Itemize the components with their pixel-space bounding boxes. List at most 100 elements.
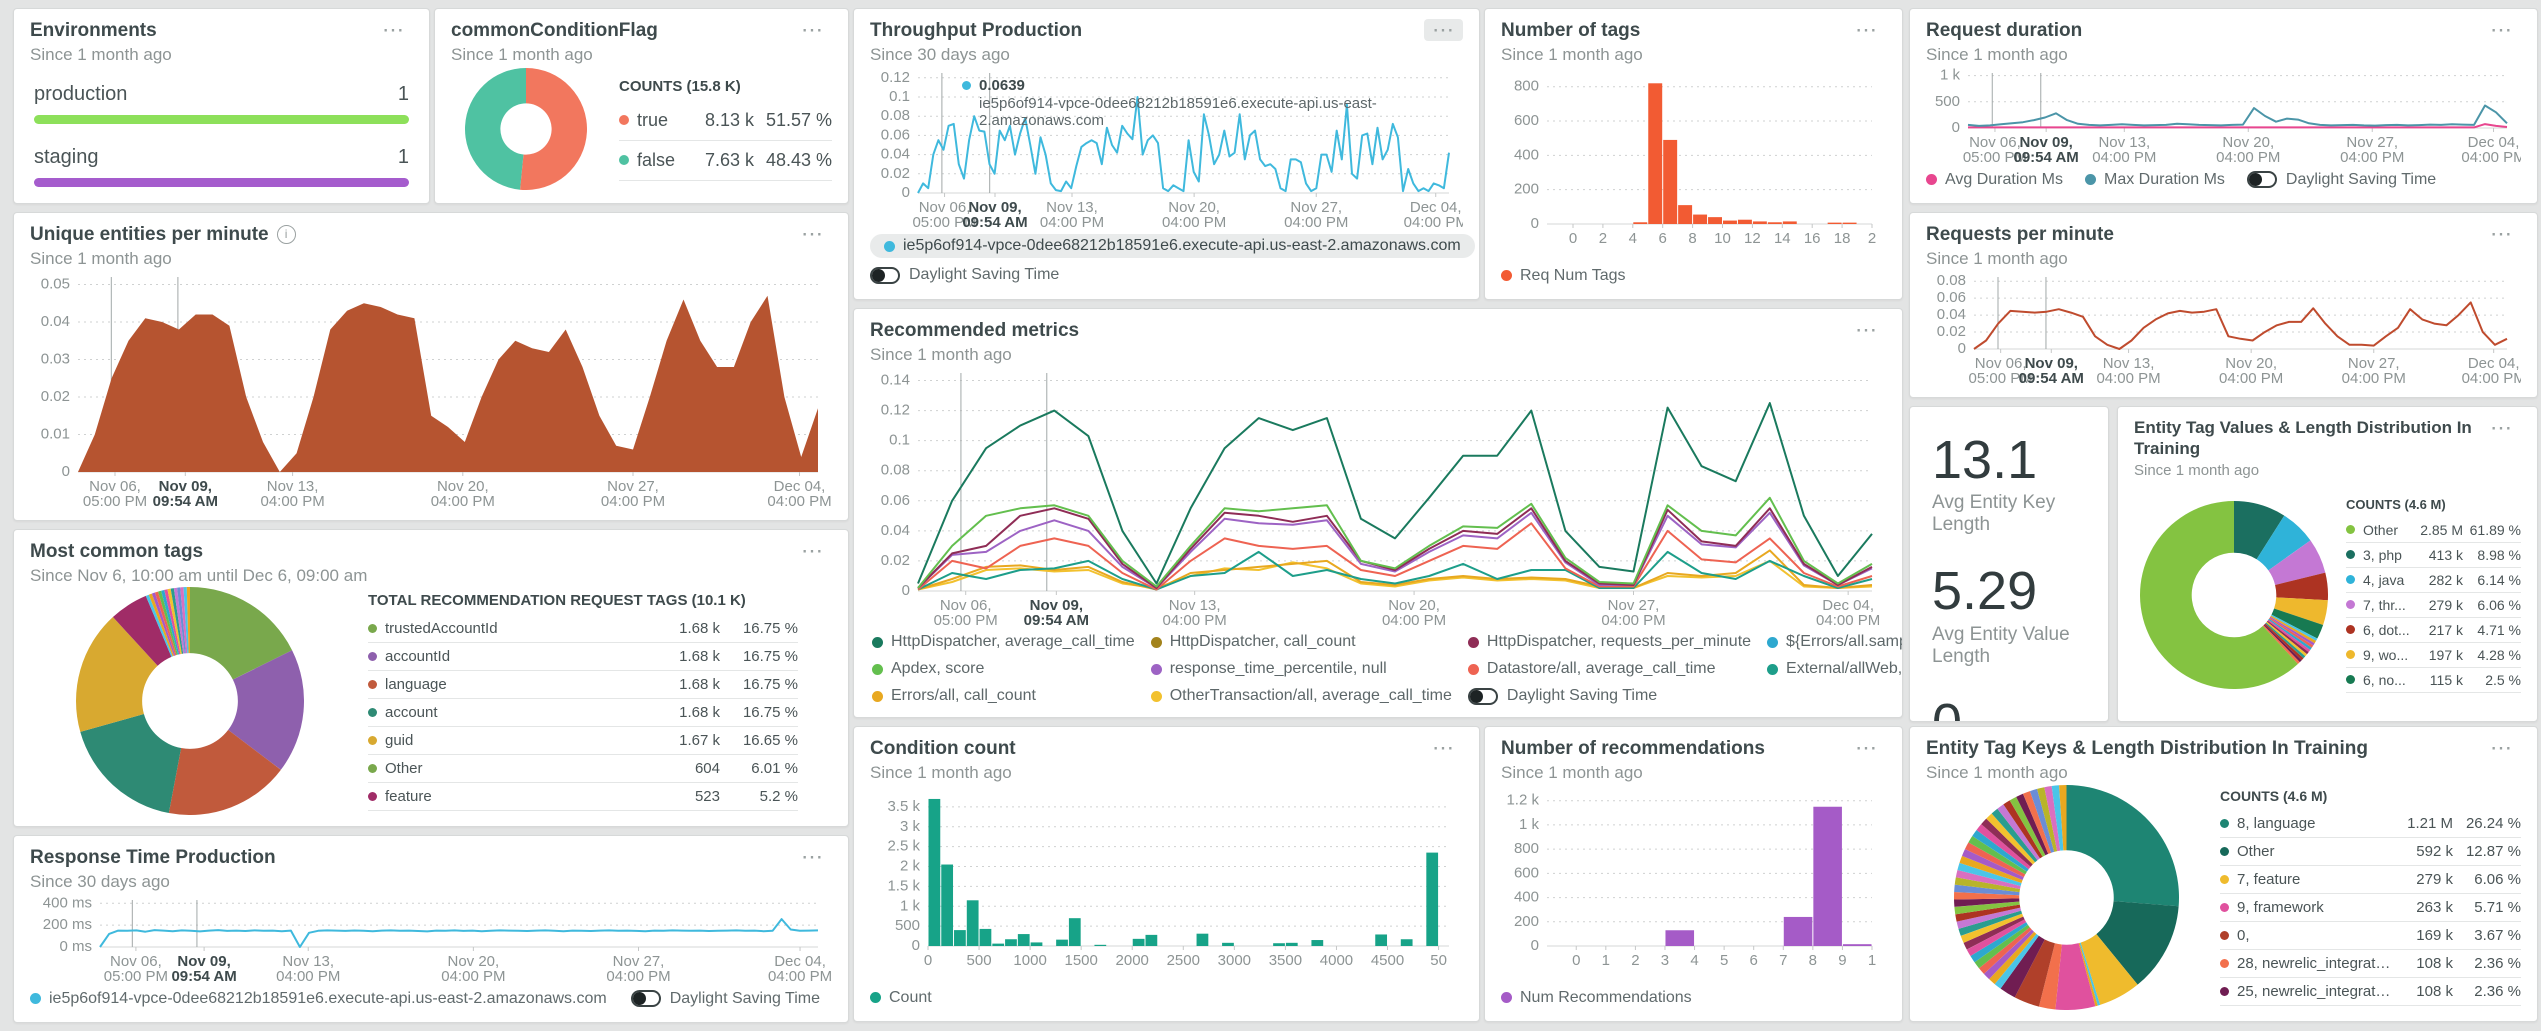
throughput-chart[interactable]: 0.0639 ie5p6of914-vpce-0dee68212b18591e6…	[870, 65, 1468, 231]
legend-item[interactable]: Req Num Tags	[1501, 267, 1626, 285]
number-of-recommendations-chart[interactable]: 0 200 400 600 800 1 k 1.2 k 0 1 2 3 4 5 6 7 8 9 1	[1501, 783, 1886, 984]
svg-text:0.06: 0.06	[881, 126, 910, 143]
request-duration-chart[interactable]: 0 500 1 k Nov 06, 05:00 PM Nov 09, 09:54 AM Nov…	[1926, 65, 2526, 166]
toggle-switch-icon	[2246, 171, 2277, 188]
legend-dot	[872, 690, 883, 702]
legend-item[interactable]: HttpDispatcher, call_count	[1150, 633, 1356, 651]
recommended-metrics-chart[interactable]: 0 0.02 0.04 0.06 0.08 0.1 0.12 0.14 Nov 06, 05:00…	[870, 365, 1886, 629]
panel-menu-button[interactable]: ⋯	[1424, 737, 1463, 759]
entity-tag-keys-donut[interactable]	[1953, 784, 2179, 1010]
svg-text:0.02: 0.02	[41, 388, 70, 405]
panel-menu-button[interactable]: ⋯	[1847, 19, 1886, 41]
legend-item[interactable]: OtherTransaction/all, average_call_time	[1150, 687, 1452, 705]
svg-text:Nov 13,04:00 PM: Nov 13, 04:00 PM	[1040, 199, 1104, 231]
series-legend[interactable]: ie5p6of914-vpce-0dee68212b18591e6.execut…	[30, 990, 607, 1008]
stat-value: 0	[1932, 693, 2092, 721]
daylight-saving-toggle[interactable]: Daylight Saving Time	[870, 266, 1059, 284]
table-row[interactable]: trustedAccountId 1.68 k 16.75 %	[368, 615, 798, 643]
panel-title: Unique entities per minute i	[30, 223, 296, 247]
table-row[interactable]: guid 1.67 k 16.65 %	[368, 727, 798, 755]
series-dot	[30, 993, 41, 1004]
legend-item[interactable]: Count	[870, 989, 932, 1007]
series-legend-pill[interactable]: ie5p6of914-vpce-0dee68212b18591e6.execut…	[870, 234, 1475, 258]
table-row[interactable]: false 7.63 k 48.43 %	[619, 141, 832, 181]
legend-item[interactable]: ${Errors/all.sample_size}, as_percentage	[1767, 633, 1902, 651]
panel-menu-button[interactable]: ⋯	[2482, 223, 2521, 245]
row-percent: 6.06 %	[2477, 596, 2521, 613]
panel-menu-button[interactable]: ⋯	[793, 846, 832, 868]
unique-entities-chart[interactable]: 0 0.01 0.02 0.03 0.04 0.05 Nov 06, 05:00 PM Nov …	[30, 269, 832, 511]
environment-row[interactable]: staging 1	[34, 146, 409, 187]
svg-text:0.04: 0.04	[1937, 306, 1966, 323]
panel-entity-tag-keys: Entity Tag Keys & Length Distribution In…	[1909, 726, 2538, 1022]
panel-menu-button[interactable]: ⋯	[374, 19, 413, 41]
table-row[interactable]: 7, thr... 279 k 6.06 %	[2346, 593, 2521, 618]
legend-label: Max Duration Ms	[2103, 170, 2225, 188]
panel-menu-button[interactable]: ⋯	[1847, 319, 1886, 341]
legend-item[interactable]: Datastore/all, average_call_time	[1467, 660, 1715, 678]
table-row[interactable]: Other 592 k 12.87 %	[2220, 838, 2521, 866]
legend-item[interactable]: HttpDispatcher, requests_per_minute	[1467, 633, 1751, 651]
daylight-saving-toggle[interactable]: Daylight Saving Time	[630, 990, 820, 1008]
most-common-tags-donut[interactable]	[76, 587, 304, 815]
table-row[interactable]: accountId 1.68 k 16.75 %	[368, 643, 798, 671]
table-row[interactable]: 3, php 413 k 8.98 %	[2346, 543, 2521, 568]
row-percent: 6.14 %	[2477, 571, 2521, 588]
svg-text:4500: 4500	[1371, 952, 1404, 969]
table-row[interactable]: 4, java 282 k 6.14 %	[2346, 568, 2521, 593]
common-condition-donut[interactable]	[465, 68, 587, 190]
table-row[interactable]: 7, feature 279 k 6.06 %	[2220, 866, 2521, 894]
table-row[interactable]: 6, dot... 217 k 4.71 %	[2346, 618, 2521, 643]
panel-menu-button[interactable]: ⋯	[2482, 19, 2521, 41]
legend-item[interactable]: HttpDispatcher, average_call_time	[872, 633, 1135, 651]
info-icon[interactable]: i	[276, 225, 296, 245]
panel-menu-button[interactable]: ⋯	[793, 223, 832, 245]
panel-menu-button[interactable]: ⋯	[1424, 19, 1463, 41]
table-row[interactable]: true 8.13 k 51.57 %	[619, 101, 832, 141]
legend-item[interactable]: response_time_percentile, null	[1150, 660, 1387, 678]
legend-dot	[368, 651, 377, 661]
legend-item[interactable]: Apdex, score	[872, 660, 984, 678]
svg-text:Nov 20,04:00 PM: Nov 20, 04:00 PM	[1382, 597, 1446, 629]
legend-item[interactable]: Errors/all, call_count	[872, 687, 1036, 705]
metrics-legend: HttpDispatcher, average_call_time HttpDi…	[870, 629, 1902, 707]
panel-menu-button[interactable]: ⋯	[793, 540, 832, 562]
panel-menu-button[interactable]: ⋯	[2482, 737, 2521, 759]
condition-count-chart[interactable]: 0 500 1 k 1.5 k 2 k 2.5 k 3 k 3.5 k 0 500 1000 1500…	[870, 783, 1463, 984]
table-row[interactable]: feature 523 5.2 %	[368, 783, 798, 811]
table-row[interactable]: 6, no... 115 k 2.5 %	[2346, 668, 2521, 693]
legend-item[interactable]: Avg Duration Ms	[1926, 171, 2063, 189]
table-row[interactable]: 9, wo... 197 k 4.28 %	[2346, 643, 2521, 668]
requests-per-minute-chart[interactable]: 0 0.02 0.04 0.06 0.08 Nov 06, 05:00 PM Nov 09, 0…	[1926, 269, 2526, 387]
row-percent: 2.36 %	[2474, 955, 2521, 972]
environment-row[interactable]: production 1	[34, 83, 409, 124]
legend-dot	[1150, 690, 1162, 702]
table-row[interactable]: 25, newrelic_integration... 108 k 2.36 %	[2220, 978, 2521, 1006]
table-row[interactable]: language 1.68 k 16.75 %	[368, 671, 798, 699]
svg-text:Dec 04,04:00 PM: Dec 04, 04:00 PM	[2462, 355, 2521, 387]
table-row[interactable]: Other 604 6.01 %	[368, 755, 798, 783]
counts-table: COUNTS (4.6 M) 8, language 1.21 M 26.24 …	[2220, 788, 2521, 1006]
number-of-tags-chart[interactable]: 0 200 400 600 800 0 2 4 6 8 10 12 14 16 18 2	[1501, 65, 1886, 262]
svg-text:Dec 04,04:00 PM: Dec 04, 04:00 PM	[768, 953, 832, 985]
table-row[interactable]: 0, 169 k 3.67 %	[2220, 922, 2521, 950]
entity-tag-values-donut[interactable]	[2140, 500, 2328, 689]
table-row[interactable]: 8, language 1.21 M 26.24 %	[2220, 810, 2521, 838]
daylight-saving-toggle[interactable]: Daylight Saving Time	[1467, 687, 1657, 705]
table-row[interactable]: Other 2.85 M 61.89 %	[2346, 518, 2521, 543]
panel-menu-button[interactable]: ⋯	[1847, 737, 1886, 759]
panel-menu-button[interactable]: ⋯	[2482, 417, 2521, 439]
svg-text:3000: 3000	[1218, 952, 1251, 969]
table-row[interactable]: 28, newrelic_integration... 108 k 2.36 %	[2220, 950, 2521, 978]
legend-item[interactable]: External/allWeb, average_call_time	[1767, 660, 1902, 678]
table-row[interactable]: account 1.68 k 16.75 %	[368, 699, 798, 727]
daylight-saving-toggle[interactable]: Daylight Saving Time	[2246, 171, 2436, 189]
panel-menu-button[interactable]: ⋯	[793, 19, 832, 41]
legend-item[interactable]: Max Duration Ms	[2084, 170, 2225, 189]
legend-item[interactable]: Num Recommendations	[1501, 989, 1692, 1007]
panel-number-of-recommendations: Number of recommendations Since 1 month …	[1484, 726, 1903, 1022]
svg-text:1 k: 1 k	[1940, 66, 1961, 83]
response-time-chart[interactable]: 0 ms 200 ms 400 ms Nov 06, 05:00 PM Nov 09, 09…	[30, 892, 832, 985]
table-row[interactable]: 9, framework 263 k 5.71 %	[2220, 894, 2521, 922]
panel-title: Recommended metrics	[870, 320, 1080, 341]
